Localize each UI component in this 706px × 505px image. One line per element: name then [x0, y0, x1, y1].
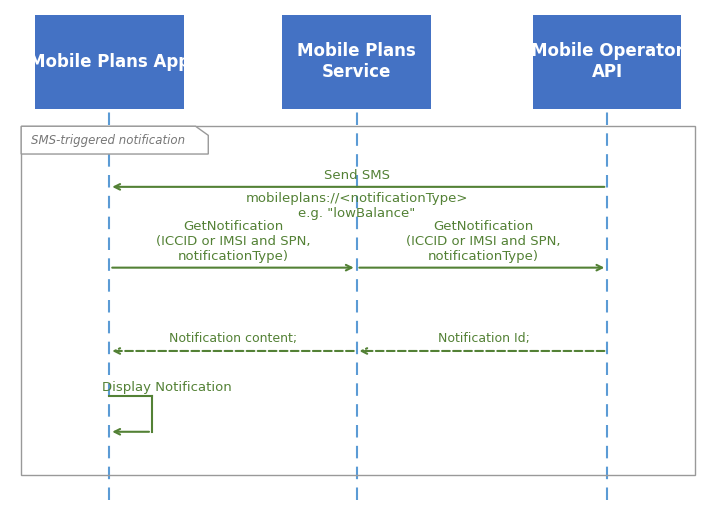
Text: Mobile Plans
Service: Mobile Plans Service: [297, 42, 416, 81]
Text: Mobile Operator
API: Mobile Operator API: [531, 42, 683, 81]
FancyBboxPatch shape: [35, 15, 184, 109]
Text: Send SMS: Send SMS: [323, 169, 390, 182]
Text: Notification Id;: Notification Id;: [438, 332, 530, 345]
Bar: [21, 126, 695, 475]
Text: mobileplans://<notificationType>
e.g. "lowBalance": mobileplans://<notificationType> e.g. "l…: [245, 192, 468, 220]
Text: Mobile Plans App: Mobile Plans App: [29, 53, 190, 71]
Text: Notification content;: Notification content;: [169, 332, 297, 345]
Text: SMS-triggered notification: SMS-triggered notification: [30, 134, 185, 146]
Text: GetNotification
(ICCID or IMSI and SPN,
notificationType): GetNotification (ICCID or IMSI and SPN, …: [156, 220, 310, 263]
FancyBboxPatch shape: [533, 15, 681, 109]
Text: GetNotification
(ICCID or IMSI and SPN,
notificationType): GetNotification (ICCID or IMSI and SPN, …: [407, 220, 561, 263]
FancyBboxPatch shape: [282, 15, 431, 109]
Polygon shape: [21, 126, 208, 154]
Text: Display Notification: Display Notification: [102, 381, 232, 394]
